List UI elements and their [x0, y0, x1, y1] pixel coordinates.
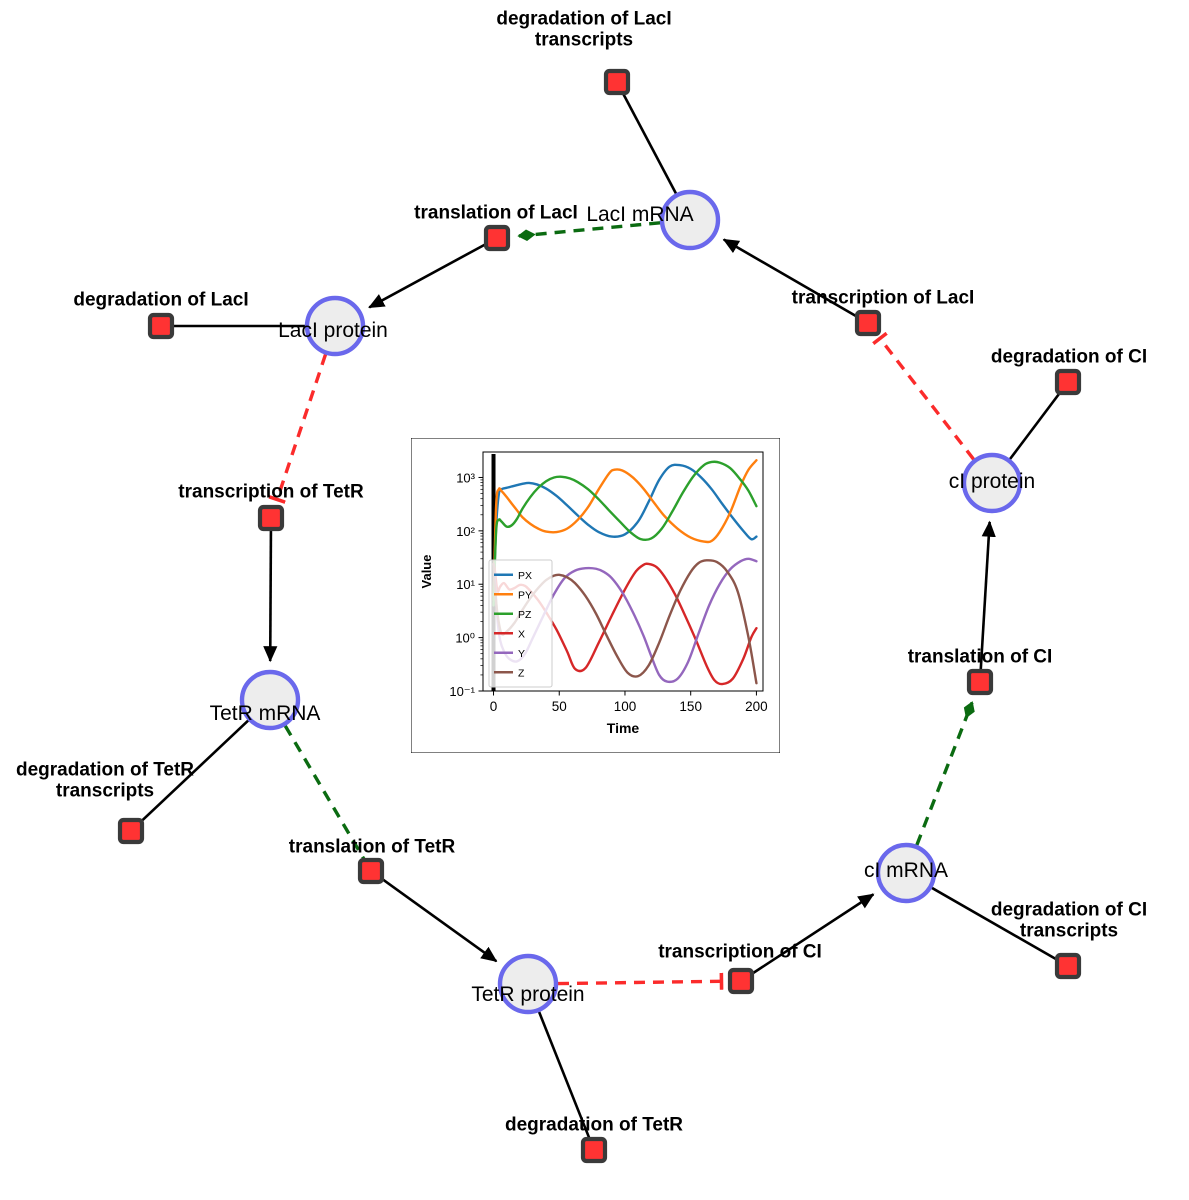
reaction-node-degradation_of_laci[interactable]: [147, 312, 175, 340]
edge-ci_protein-to-transcription_of_laci: [872, 331, 975, 461]
species-node-tetr_mrna[interactable]: [239, 669, 301, 731]
timecourse-plot-svg: 10⁻¹ 10⁰ 10¹ 10² 10³ 0 50 100 150 200 Time Value PX P…: [411, 438, 780, 753]
edge-translation_of_tetr-to-tetr_protein: [380, 877, 498, 963]
edge-transcription_of_ci-to-ci_mrna: [751, 893, 875, 975]
x-axis-label: Time: [607, 720, 640, 736]
reaction-node-translation_of_tetr[interactable]: [357, 857, 385, 885]
plot-series-PX: [492, 463, 758, 598]
timecourse-plot: 10⁻¹ 10⁰ 10¹ 10² 10³ 0 50 100 150 200 Time Value PX P…: [411, 438, 780, 753]
legend-label-Y: Y: [518, 648, 525, 660]
legend-label-PX: PX: [518, 570, 532, 582]
y-tick-label: 10⁰: [455, 631, 475, 646]
y-tick-label: 10¹: [456, 577, 475, 592]
reaction-node-deg_laci_transcripts[interactable]: [603, 68, 631, 96]
edge-tetr_mrna-to-translation_of_tetr: [283, 724, 366, 861]
reaction-node-translation_of_laci[interactable]: [483, 224, 511, 252]
reaction-node-translation_of_ci[interactable]: [966, 668, 994, 696]
edge-degradation_of_ci-to-ci_protein: [1008, 391, 1062, 460]
y-axis-label: Value: [419, 555, 434, 589]
legend-label-Z: Z: [518, 667, 525, 679]
edge-tetr_protein-to-transcription_of_ci: [557, 972, 724, 990]
reaction-label-transcription_of_tetr: transcription of TetR: [178, 481, 364, 503]
edge-deg_laci_transcripts-to-laci_mrna: [621, 92, 678, 195]
reaction-label-translation_of_laci: translation of LacI: [414, 202, 578, 224]
reaction-label-translation_of_ci: translation of CI: [907, 646, 1053, 668]
reaction-label-degradation_of_tetr: degradation of TetR: [504, 1114, 684, 1136]
species-node-ci_mrna[interactable]: [875, 842, 937, 904]
species-node-tetr_protein[interactable]: [497, 953, 559, 1015]
reaction-node-degradation_of_ci[interactable]: [1054, 368, 1082, 396]
reaction-node-transcription_of_laci[interactable]: [854, 309, 882, 337]
x-tick-label: 200: [745, 699, 768, 714]
edge-ci_mrna-to-translation_of_ci: [915, 701, 975, 846]
reaction-label-deg_laci_transcripts: degradation of LacI transcripts: [496, 8, 672, 51]
edge-laci_mrna-to-translation_of_laci: [517, 221, 661, 242]
reaction-label-deg_tetr_transcripts: degradation of TetR transcripts: [15, 759, 195, 802]
edge-translation_of_ci-to-ci_protein: [979, 520, 996, 670]
species-node-laci_protein[interactable]: [304, 295, 366, 357]
reaction-node-deg_tetr_transcripts[interactable]: [117, 817, 145, 845]
edge-transcription_of_laci-to-laci_mrna: [722, 238, 858, 318]
edge-tetr_mrna-to-deg_tetr_transcripts: [139, 719, 250, 824]
edge-translation_of_laci-to-laci_protein: [368, 243, 487, 309]
species-node-ci_protein[interactable]: [961, 452, 1023, 514]
edge-tetr_protein-to-degradation_of_tetr: [537, 1011, 591, 1139]
reaction-node-deg_ci_transcripts[interactable]: [1054, 952, 1082, 980]
reaction-label-transcription_of_laci: transcription of LacI: [791, 287, 975, 309]
x-tick-label: 0: [490, 699, 498, 714]
reaction-node-transcription_of_ci[interactable]: [727, 967, 755, 995]
reaction-label-deg_ci_transcripts: degradation of CI transcripts: [990, 899, 1148, 942]
y-tick-label: 10⁻¹: [449, 684, 475, 699]
plot-series-PY: [492, 459, 758, 602]
reaction-label-degradation_of_ci: degradation of CI: [990, 346, 1148, 368]
plot-series-PZ: [492, 460, 758, 607]
reaction-node-transcription_of_tetr[interactable]: [257, 504, 285, 532]
reaction-node-degradation_of_tetr[interactable]: [580, 1136, 608, 1164]
edge-laci_protein-to-transcription_of_tetr: [268, 353, 328, 504]
x-tick-label: 50: [552, 699, 567, 714]
edge-transcription_of_tetr-to-tetr_mrna: [263, 530, 278, 663]
reaction-label-transcription_of_ci: transcription of CI: [658, 941, 822, 963]
reaction-label-translation_of_tetr: translation of TetR: [288, 836, 456, 858]
reaction-label-degradation_of_laci: degradation of LacI: [73, 289, 249, 311]
legend-label-PZ: PZ: [518, 609, 532, 621]
species-node-laci_mrna[interactable]: [659, 189, 721, 251]
plot-legend-box: [488, 559, 553, 688]
x-tick-label: 150: [679, 699, 702, 714]
y-tick-label: 10³: [456, 470, 475, 485]
legend-label-X: X: [518, 628, 525, 640]
legend-label-PY: PY: [518, 589, 532, 601]
y-tick-label: 10²: [456, 524, 475, 539]
x-tick-label: 100: [614, 699, 637, 714]
edge-ci_mrna-to-deg_ci_transcripts: [931, 886, 1058, 961]
